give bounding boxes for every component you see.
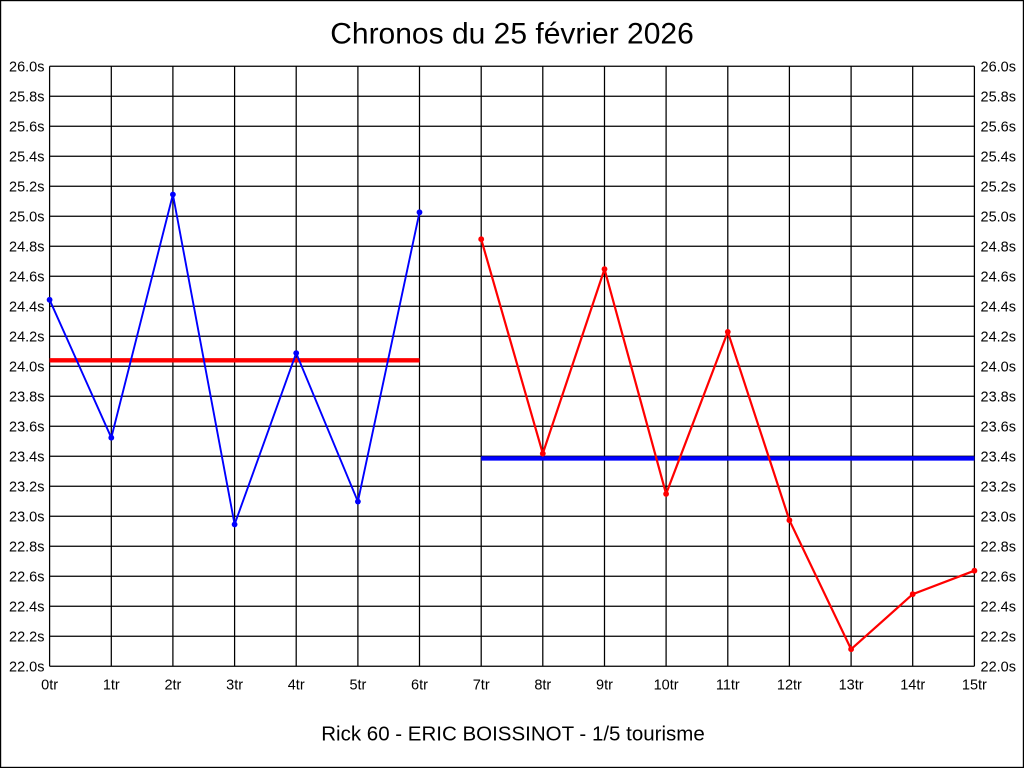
svg-text:24.0s: 24.0s bbox=[981, 360, 1016, 376]
svg-text:23.6s: 23.6s bbox=[9, 420, 44, 436]
svg-text:24.2s: 24.2s bbox=[9, 330, 44, 346]
svg-text:22.6s: 22.6s bbox=[981, 570, 1016, 586]
svg-text:22.0s: 22.0s bbox=[981, 660, 1016, 676]
svg-text:0tr: 0tr bbox=[41, 678, 58, 694]
svg-text:23.8s: 23.8s bbox=[981, 390, 1016, 406]
svg-text:22.2s: 22.2s bbox=[9, 630, 44, 646]
svg-text:22.4s: 22.4s bbox=[981, 600, 1016, 616]
svg-text:4tr: 4tr bbox=[288, 678, 305, 694]
svg-text:24.6s: 24.6s bbox=[9, 270, 44, 286]
svg-text:3tr: 3tr bbox=[226, 678, 243, 694]
svg-text:22.6s: 22.6s bbox=[9, 570, 44, 586]
svg-text:22.4s: 22.4s bbox=[9, 600, 44, 616]
svg-text:24.6s: 24.6s bbox=[981, 270, 1016, 286]
svg-text:25.2s: 25.2s bbox=[981, 180, 1016, 196]
svg-text:22.2s: 22.2s bbox=[981, 630, 1016, 646]
svg-text:22.0s: 22.0s bbox=[9, 660, 44, 676]
svg-text:25.0s: 25.0s bbox=[9, 210, 44, 226]
svg-text:26.0s: 26.0s bbox=[981, 60, 1016, 76]
svg-text:25.2s: 25.2s bbox=[9, 180, 44, 196]
svg-text:5tr: 5tr bbox=[349, 678, 366, 694]
svg-text:Chronos du 25 février 2026: Chronos du 25 février 2026 bbox=[330, 18, 694, 51]
svg-text:22.8s: 22.8s bbox=[9, 540, 44, 556]
svg-text:25.8s: 25.8s bbox=[981, 90, 1016, 106]
svg-text:26.0s: 26.0s bbox=[9, 60, 44, 76]
svg-text:10tr: 10tr bbox=[654, 678, 679, 694]
svg-text:23.0s: 23.0s bbox=[981, 510, 1016, 526]
svg-text:13tr: 13tr bbox=[839, 678, 864, 694]
svg-text:2tr: 2tr bbox=[164, 678, 181, 694]
svg-text:11tr: 11tr bbox=[716, 678, 740, 694]
svg-text:24.4s: 24.4s bbox=[9, 300, 44, 316]
svg-text:8tr: 8tr bbox=[534, 678, 551, 694]
svg-text:12tr: 12tr bbox=[777, 678, 802, 694]
svg-text:24.8s: 24.8s bbox=[9, 240, 44, 256]
svg-text:25.8s: 25.8s bbox=[9, 90, 44, 106]
svg-text:Rick 60 - ERIC BOISSINOT - 1/5: Rick 60 - ERIC BOISSINOT - 1/5 tourisme bbox=[321, 723, 705, 746]
svg-text:7tr: 7tr bbox=[473, 678, 490, 694]
svg-text:24.8s: 24.8s bbox=[981, 240, 1016, 256]
svg-text:23.6s: 23.6s bbox=[981, 420, 1016, 436]
svg-text:25.6s: 25.6s bbox=[981, 120, 1016, 136]
svg-text:24.4s: 24.4s bbox=[981, 300, 1016, 316]
svg-text:1tr: 1tr bbox=[103, 678, 120, 694]
svg-text:25.0s: 25.0s bbox=[981, 210, 1016, 226]
svg-text:24.2s: 24.2s bbox=[981, 330, 1016, 346]
svg-text:25.4s: 25.4s bbox=[981, 150, 1016, 166]
svg-text:23.4s: 23.4s bbox=[981, 450, 1016, 466]
svg-text:23.0s: 23.0s bbox=[9, 510, 44, 526]
svg-text:22.8s: 22.8s bbox=[981, 540, 1016, 556]
svg-text:24.0s: 24.0s bbox=[9, 360, 44, 376]
svg-text:25.6s: 25.6s bbox=[9, 120, 44, 136]
svg-text:14tr: 14tr bbox=[900, 678, 925, 694]
svg-text:23.2s: 23.2s bbox=[9, 480, 44, 496]
svg-text:15tr: 15tr bbox=[962, 678, 987, 694]
svg-text:25.4s: 25.4s bbox=[9, 150, 44, 166]
svg-text:23.4s: 23.4s bbox=[9, 450, 44, 466]
svg-text:9tr: 9tr bbox=[596, 678, 613, 694]
svg-text:23.2s: 23.2s bbox=[981, 480, 1016, 496]
svg-text:23.8s: 23.8s bbox=[9, 390, 44, 406]
svg-text:6tr: 6tr bbox=[411, 678, 428, 694]
